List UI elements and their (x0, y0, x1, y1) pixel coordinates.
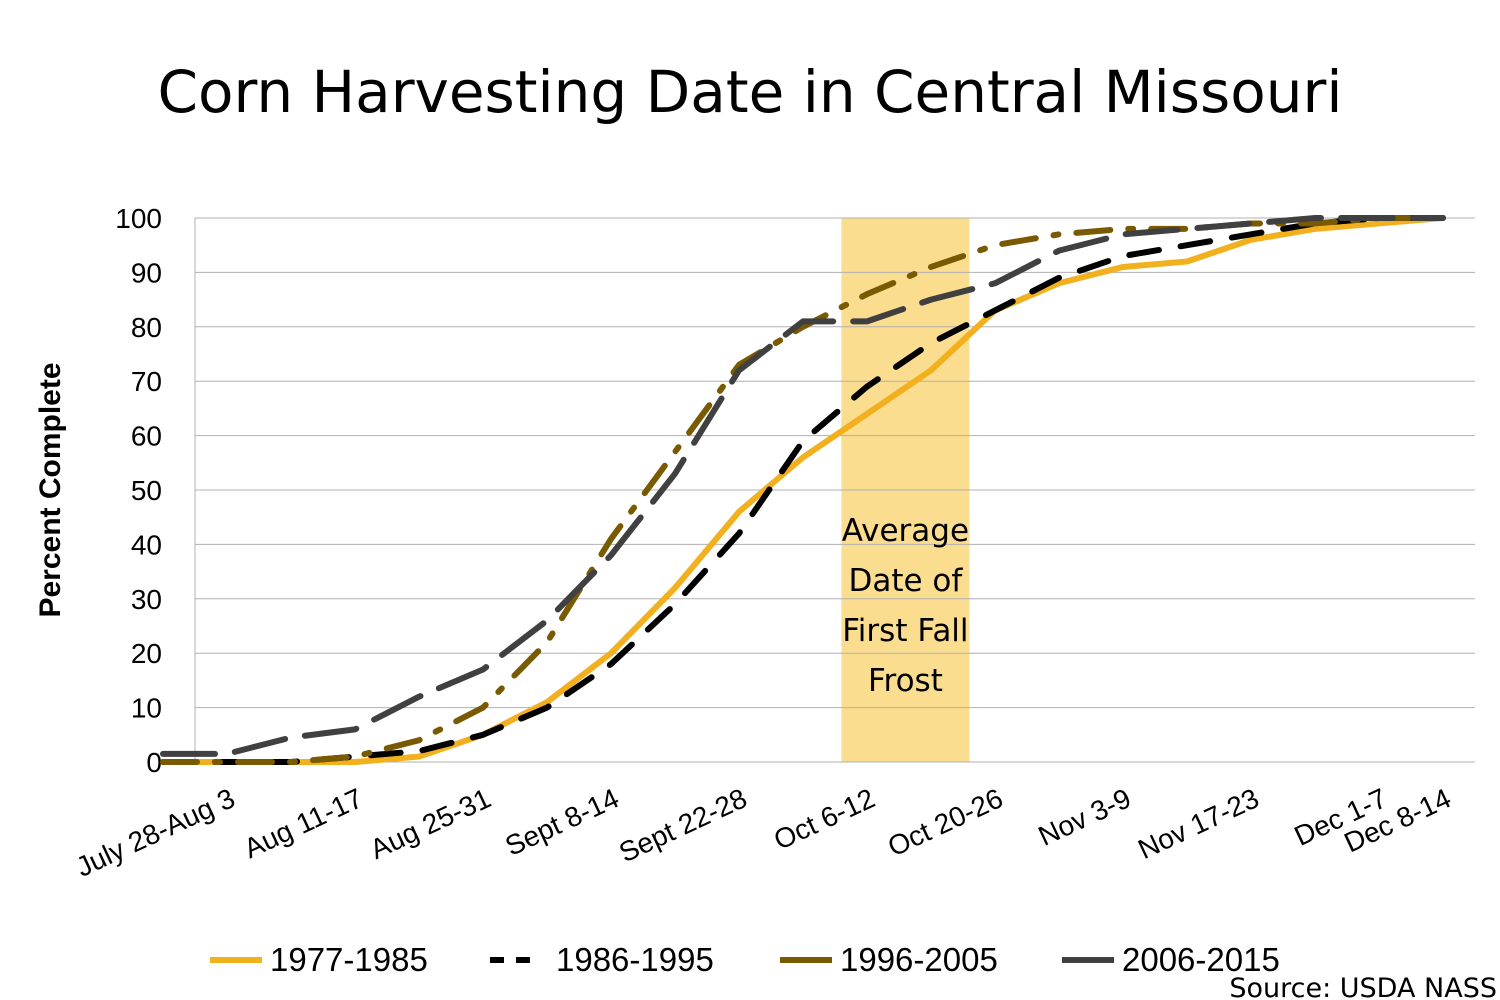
x-tick-label: Oct 20-26 (883, 782, 1008, 862)
legend-label: 1986-1995 (556, 941, 714, 978)
chart-title: Corn Harvesting Date in Central Missouri (158, 58, 1343, 126)
x-tick-label: July 28-Aug 3 (71, 782, 239, 882)
y-axis-label: Percent Complete (34, 362, 67, 617)
series-line-2006-2015 (160, 215, 1446, 757)
frost-label-line: Date of (848, 563, 963, 599)
series-line-1986-1995 (160, 215, 1446, 765)
y-tick-label: 30 (131, 584, 162, 615)
y-tick-label: 70 (131, 366, 162, 397)
source-note: Source: USDA NASS (1229, 973, 1497, 1000)
legend: 1977-1985 1986-1995 1996-2005 2006-2015 (210, 941, 1280, 978)
series-lines (160, 215, 1446, 765)
x-tick-label: Sept 22-28 (614, 782, 751, 868)
gridlines (194, 217, 1475, 763)
y-tick-label: 100 (115, 203, 162, 234)
x-tick-label: Sept 8-14 (500, 782, 623, 861)
x-tick-label: Aug 11-17 (239, 782, 367, 864)
y-tick-label: 60 (131, 421, 162, 452)
y-tick-label: 50 (131, 475, 162, 506)
x-tick-label: Nov 3-9 (1034, 782, 1136, 852)
y-tick-label: 80 (131, 312, 162, 343)
y-tick-label: 40 (131, 529, 162, 560)
y-tick-label: 0 (146, 747, 162, 778)
frost-annotation-label: Average Date of First Fall Frost (842, 513, 969, 699)
y-tick-label: 20 (131, 638, 162, 669)
frost-label-line: First Fall (842, 613, 968, 649)
legend-label: 1996-2005 (840, 941, 998, 978)
legend-label: 1977-1985 (270, 941, 428, 978)
x-tick-label: Oct 6-12 (769, 782, 879, 855)
y-tick-label: 90 (131, 257, 162, 288)
x-tick-label: Aug 25-31 (365, 782, 495, 865)
y-axis-ticks: 0 10 20 30 40 50 60 70 80 90 100 (115, 203, 162, 778)
x-tick-label: Nov 17-23 (1133, 782, 1263, 865)
legend-label: 2006-2015 (1122, 941, 1280, 978)
frost-label-line: Average (842, 513, 969, 549)
frost-label-line: Frost (868, 663, 943, 699)
series-line-1977-1985 (160, 215, 1446, 765)
y-tick-label: 10 (131, 693, 162, 724)
